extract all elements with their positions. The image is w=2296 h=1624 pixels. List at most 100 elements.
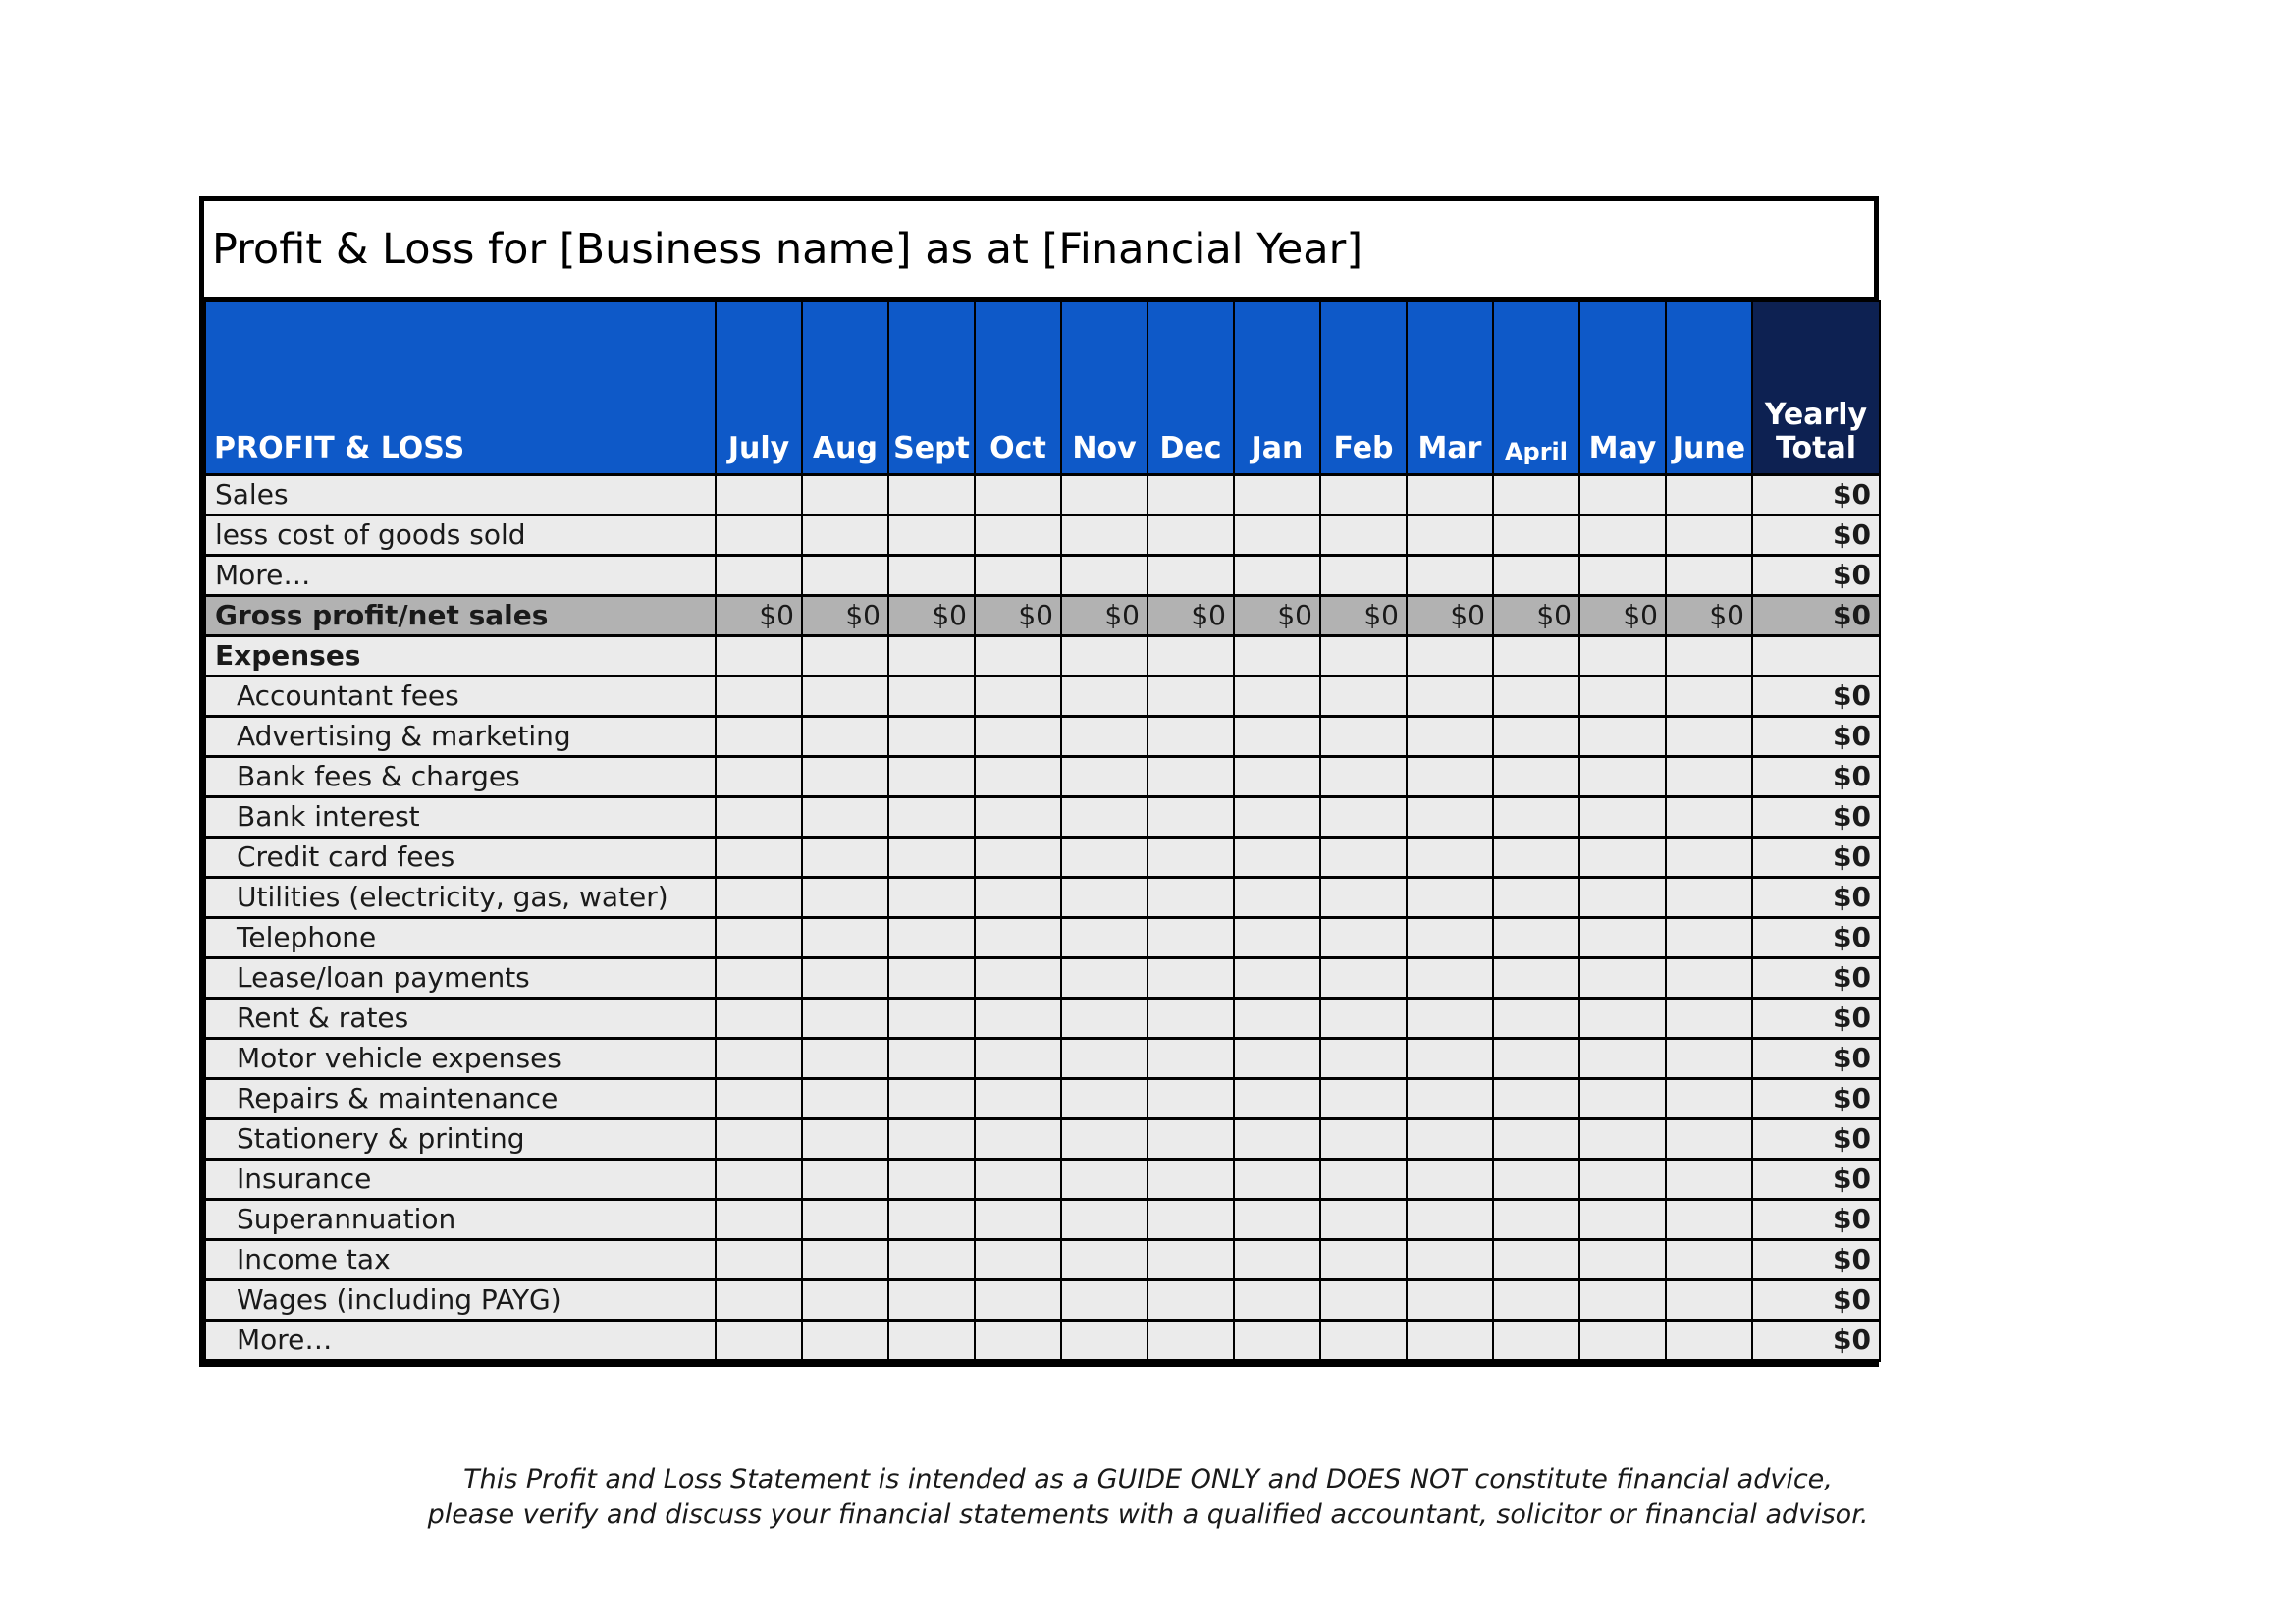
month-cell: [887, 1237, 976, 1281]
month-cell: [1665, 955, 1753, 1000]
month-cell: [1578, 1076, 1667, 1120]
month-cell: [1147, 754, 1235, 798]
month-header-april: April: [1492, 300, 1580, 476]
month-cell: [1492, 835, 1580, 879]
month-cell: $0: [974, 593, 1062, 637]
month-cell: [801, 1237, 889, 1281]
month-cell: [887, 513, 976, 557]
month-cell: [1492, 1318, 1580, 1362]
yearly-total-cell: $0: [1751, 593, 1881, 637]
yearly-total-cell: $0: [1751, 754, 1881, 798]
month-cell: [1578, 875, 1667, 919]
row-label: Sales: [204, 472, 717, 516]
month-cell: [1406, 714, 1494, 758]
month-cell: [974, 835, 1062, 879]
row-label: Telephone: [204, 915, 717, 959]
row-label: Advertising & marketing: [204, 714, 717, 758]
month-cell: [1319, 513, 1408, 557]
month-cell: [1147, 714, 1235, 758]
month-cell: [887, 1116, 976, 1161]
month-cell: [1665, 472, 1753, 516]
month-cell: [1233, 754, 1321, 798]
month-header-mar: Mar: [1406, 300, 1494, 476]
month-header-may: May: [1578, 300, 1667, 476]
month-cell: [715, 633, 803, 677]
row-label: Rent & rates: [204, 996, 717, 1040]
month-cell: [974, 633, 1062, 677]
month-cell: [1233, 955, 1321, 1000]
month-cell: [974, 553, 1062, 597]
month-cell: [1665, 794, 1753, 839]
month-cell: [1665, 1157, 1753, 1201]
month-cell: [1406, 754, 1494, 798]
month-cell: [1147, 1116, 1235, 1161]
row-label: Gross profit/net sales: [204, 593, 717, 637]
month-cell: $0: [1665, 593, 1753, 637]
month-header-dec: Dec: [1147, 300, 1235, 476]
month-cell: [1233, 1237, 1321, 1281]
yearly-total-cell: [1751, 633, 1881, 677]
table-row: More… $0: [204, 1318, 1881, 1362]
month-cell: [1147, 996, 1235, 1040]
month-cell: [1492, 915, 1580, 959]
row-label: Accountant fees: [204, 674, 717, 718]
yearly-total-cell: $0: [1751, 794, 1881, 839]
month-cell: [1233, 1277, 1321, 1322]
month-cell: [974, 1036, 1062, 1080]
month-cell: [715, 472, 803, 516]
month-cell: [1147, 1237, 1235, 1281]
table-row: Expenses: [204, 633, 1881, 677]
month-cell: [1319, 875, 1408, 919]
month-cell: [715, 835, 803, 879]
month-cell: [1406, 553, 1494, 597]
month-cell: [1492, 1277, 1580, 1322]
month-cell: [974, 1157, 1062, 1201]
month-cell: [887, 915, 976, 959]
month-cell: [1492, 996, 1580, 1040]
month-cell: [1578, 835, 1667, 879]
month-cell: [1578, 633, 1667, 677]
month-cell: [1319, 714, 1408, 758]
month-cell: [1319, 1076, 1408, 1120]
month-cell: [1665, 835, 1753, 879]
month-cell: [1665, 1076, 1753, 1120]
month-cell: [1578, 915, 1667, 959]
month-cell: [1578, 1318, 1667, 1362]
month-cell: [1060, 714, 1148, 758]
month-cell: [1665, 714, 1753, 758]
row-label: Stationery & printing: [204, 1116, 717, 1161]
month-cell: [1060, 996, 1148, 1040]
month-header-jan: Jan: [1233, 300, 1321, 476]
month-cell: [1665, 513, 1753, 557]
month-cell: [1319, 794, 1408, 839]
month-cell: [1319, 1237, 1408, 1281]
month-cell: [801, 633, 889, 677]
month-cell: [887, 674, 976, 718]
month-header-aug: Aug: [801, 300, 889, 476]
row-label: Repairs & maintenance: [204, 1076, 717, 1120]
sheet-title: Profit & Loss for [Business name] as at …: [204, 201, 1874, 300]
month-cell: [887, 1036, 976, 1080]
yearly-total-cell: $0: [1751, 513, 1881, 557]
table-header-row: PROFIT & LOSS July Aug Sept Oct Nov Dec Jan Feb M…: [204, 300, 1881, 476]
month-cell: [801, 674, 889, 718]
month-cell: [974, 1318, 1062, 1362]
yearly-total-header: Yearly Total: [1751, 300, 1881, 476]
table-row: Accountant fees $0: [204, 674, 1881, 718]
month-cell: [715, 794, 803, 839]
month-cell: [1233, 915, 1321, 959]
month-cell: [1233, 835, 1321, 879]
month-cell: [1233, 996, 1321, 1040]
row-label: Bank interest: [204, 794, 717, 839]
month-cell: [1060, 794, 1148, 839]
month-cell: [1147, 794, 1235, 839]
month-cell: [887, 633, 976, 677]
month-cell: [801, 1318, 889, 1362]
month-cell: [1578, 472, 1667, 516]
month-cell: [1578, 553, 1667, 597]
month-cell: [1492, 1076, 1580, 1120]
month-cell: [974, 1277, 1062, 1322]
month-cell: [1233, 1318, 1321, 1362]
month-cell: [1578, 955, 1667, 1000]
month-cell: [1233, 513, 1321, 557]
